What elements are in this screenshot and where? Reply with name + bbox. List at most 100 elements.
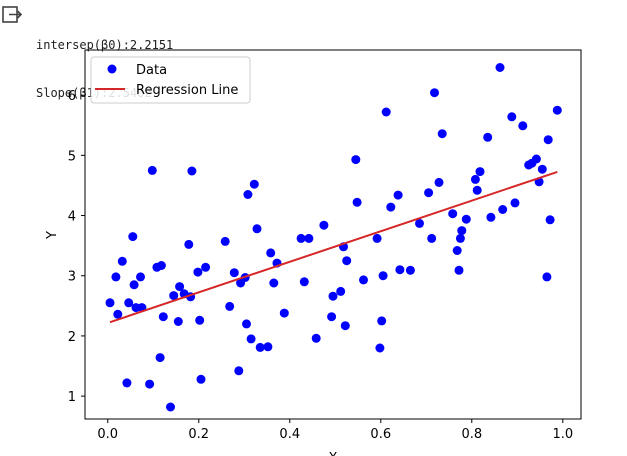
data-point (336, 286, 346, 296)
data-point (129, 280, 139, 290)
data-point (124, 298, 134, 308)
data-point (193, 267, 203, 277)
data-point (483, 132, 493, 142)
x-tick-label: 0.0 (97, 427, 118, 442)
data-point (495, 63, 505, 72)
data-point (359, 275, 368, 285)
data-point (122, 378, 132, 388)
data-point (156, 261, 166, 270)
data-point (498, 205, 508, 214)
data-point (304, 233, 314, 243)
x-tick-label: 0.2 (188, 427, 209, 442)
data-point (437, 129, 447, 139)
data-point (455, 233, 465, 243)
data-point (372, 233, 382, 243)
data-point (395, 265, 405, 275)
data-point (105, 298, 115, 308)
data-point (327, 312, 337, 322)
data-point (545, 215, 555, 225)
x-tick-label: 0.4 (279, 427, 300, 442)
data-point (249, 179, 259, 189)
data-point (381, 107, 391, 117)
legend-label-data: Data (136, 63, 167, 78)
data-point (158, 312, 168, 322)
data-point (220, 236, 230, 246)
legend-box (90, 56, 251, 104)
data-point (145, 379, 155, 389)
plot-content (105, 63, 562, 412)
data-point (234, 366, 244, 376)
data-point (311, 333, 321, 343)
data-point (242, 319, 251, 329)
y-axis-ticks: 1 2 3 4 5 6 (68, 89, 85, 405)
data-point (128, 232, 138, 242)
data-point (155, 353, 165, 363)
data-point (196, 374, 206, 384)
data-point (136, 272, 145, 282)
data-point (415, 218, 424, 228)
data-point (166, 402, 175, 412)
data-point (430, 88, 439, 98)
data-point (117, 256, 127, 266)
data-point (457, 226, 467, 236)
y-axis-label: Y (45, 231, 60, 240)
data-point (225, 301, 235, 311)
data-point (184, 239, 194, 249)
x-tick-label: 1.0 (552, 427, 573, 442)
data-point (243, 190, 253, 199)
data-point (279, 308, 289, 318)
data-point (542, 272, 552, 282)
data-point (470, 174, 480, 184)
data-point (266, 248, 276, 258)
x-tick-label: 0.6 (370, 427, 391, 442)
data-point (187, 166, 197, 176)
data-point (340, 321, 350, 331)
data-point (386, 202, 396, 212)
data-point (427, 233, 437, 243)
data-point (299, 277, 309, 287)
data-point (377, 316, 387, 326)
x-axis-label: X (329, 451, 338, 456)
data-point (486, 212, 496, 222)
data-point (434, 177, 444, 187)
data-point (537, 164, 547, 174)
data-point (507, 112, 517, 122)
y-tick-label: 6 (68, 89, 76, 104)
y-tick-label: 2 (68, 330, 76, 345)
data-point (448, 209, 458, 219)
data-point (175, 282, 185, 292)
data-point (296, 233, 306, 243)
data-point (229, 268, 239, 278)
data-point (351, 155, 361, 165)
data-point (263, 342, 273, 352)
data-point (378, 271, 388, 281)
data-point (319, 220, 329, 230)
data-point (452, 246, 462, 255)
data-point (173, 317, 183, 326)
data-point (475, 167, 485, 177)
data-point (531, 154, 541, 164)
data-point (195, 315, 205, 325)
data-point (246, 334, 256, 344)
data-point (510, 198, 520, 208)
legend-marker-data (107, 64, 117, 74)
console-line-intercept: intersep(β0):2.2151 (36, 38, 174, 52)
legend: Data Regression Line (90, 56, 251, 104)
data-point (269, 278, 279, 288)
output-arrow-icon[interactable] (0, 4, 24, 28)
data-point (472, 185, 482, 195)
data-point (424, 188, 434, 198)
data-point (543, 135, 553, 145)
y-tick-label: 4 (68, 210, 76, 225)
data-point (393, 190, 403, 200)
plot-frame (84, 49, 582, 420)
data-point (461, 214, 471, 224)
data-point (454, 265, 464, 275)
data-point (342, 256, 352, 266)
x-axis-ticks: 0.0 0.2 0.4 0.6 0.8 1.0 (97, 419, 573, 442)
regression-line (109, 170, 558, 324)
y-tick-label: 1 (68, 390, 76, 405)
legend-label-regression: Regression Line (136, 83, 238, 98)
y-tick-label: 5 (68, 149, 76, 164)
data-point (352, 197, 362, 207)
